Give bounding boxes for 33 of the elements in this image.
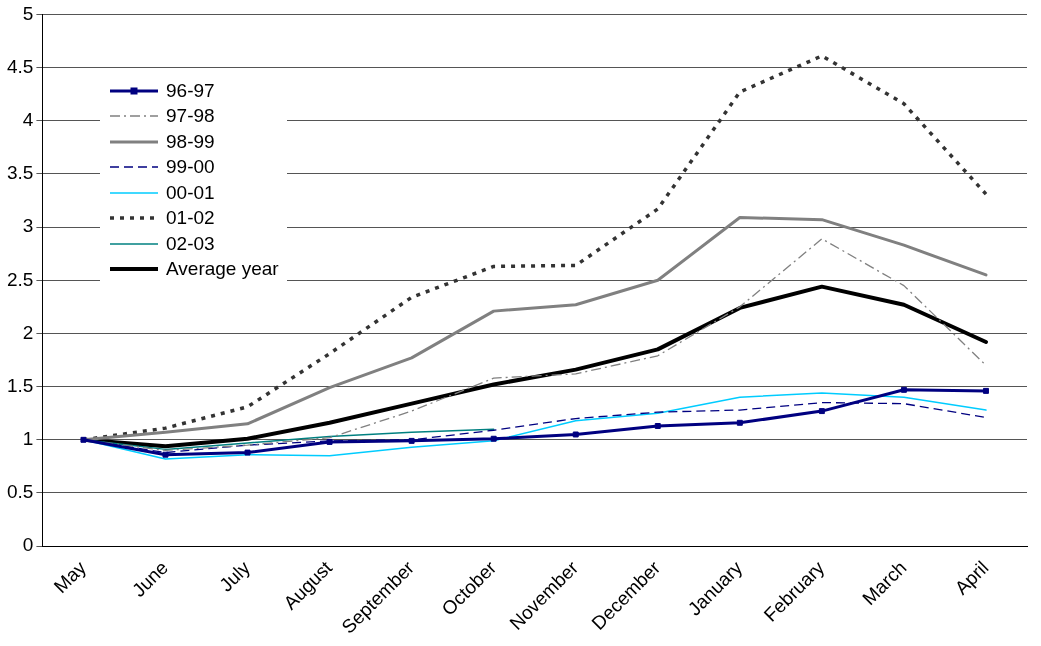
y-tick-label: 4.5 bbox=[6, 55, 34, 77]
x-tick-label: July bbox=[215, 556, 255, 596]
y-tick-label: 1 bbox=[22, 428, 34, 450]
point bbox=[818, 408, 825, 415]
y-tick-label: 2 bbox=[22, 321, 34, 343]
legend-label: 00-01 bbox=[166, 181, 215, 204]
point bbox=[654, 423, 661, 429]
point bbox=[736, 419, 743, 426]
legend-label: Average year bbox=[166, 258, 279, 281]
legend-label: 97-98 bbox=[166, 105, 215, 128]
legend-label: 98-99 bbox=[166, 130, 215, 153]
point bbox=[900, 386, 907, 393]
y-tick-label: 2.5 bbox=[6, 268, 34, 290]
legend-label: 01-02 bbox=[166, 207, 215, 230]
y-tick-label: 1.5 bbox=[6, 374, 34, 396]
legend-label: 96-97 bbox=[166, 79, 215, 102]
x-tick-label: May bbox=[49, 556, 91, 598]
y-tick-label: 0.5 bbox=[6, 481, 34, 503]
y-tick-label: 0 bbox=[22, 534, 34, 556]
point bbox=[572, 431, 579, 438]
point bbox=[162, 451, 169, 458]
y-tick-label: 4 bbox=[22, 108, 34, 130]
y-tick-label: 3 bbox=[22, 215, 34, 237]
point bbox=[80, 436, 87, 443]
point bbox=[244, 449, 251, 456]
legend-label: 02-03 bbox=[166, 232, 215, 255]
y-tick-label: 5 bbox=[22, 2, 34, 24]
point bbox=[983, 387, 989, 394]
y-tick-label: 3.5 bbox=[6, 162, 34, 184]
legend-label: 99-00 bbox=[166, 156, 215, 179]
point bbox=[408, 437, 415, 444]
point bbox=[326, 438, 333, 445]
point bbox=[490, 435, 497, 442]
